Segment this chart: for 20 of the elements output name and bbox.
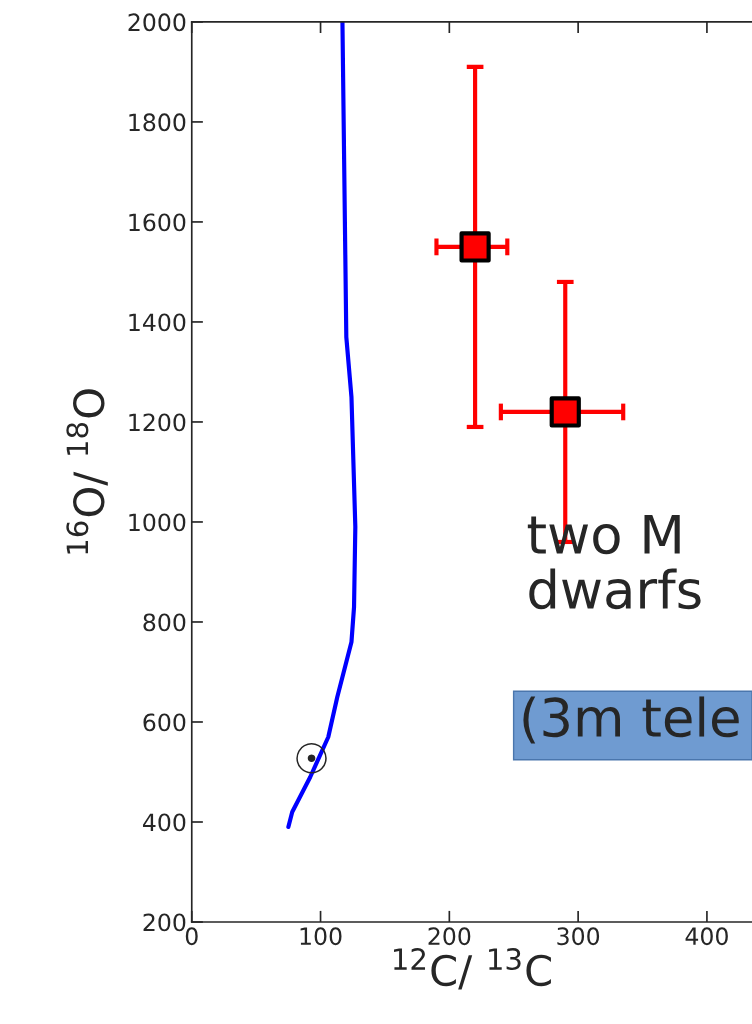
y-tick-label: 800 xyxy=(143,613,186,632)
y-axis-title: $^{16}$O/ $^{18}$O xyxy=(66,389,108,554)
y-tick-label: 1000 xyxy=(129,513,186,532)
y-tick-label: 400 xyxy=(142,813,186,832)
y-tick-label: 2000 xyxy=(128,13,186,32)
x-axis-title: $^{12}$C/ $^{13}$C xyxy=(394,948,551,990)
x-tick-label: 400 xyxy=(685,927,728,946)
y-tick-label: 1800 xyxy=(129,113,186,132)
y-tick-label: 1400 xyxy=(129,313,186,332)
x-tick-label: 200 xyxy=(428,927,471,946)
x-tick-label: 300 xyxy=(557,927,600,946)
annotation: two M dwarfs xyxy=(527,514,701,610)
annotation: (3m tele xyxy=(523,696,739,744)
y-tick-label: 600 xyxy=(143,713,186,732)
x-tick-label: 100 xyxy=(300,927,342,946)
x-tick-label: 0 xyxy=(185,927,198,946)
line-series xyxy=(286,21,358,830)
y-tick-label: 1600 xyxy=(129,213,186,232)
y-tick-label: 200 xyxy=(143,913,186,932)
y-tick-label: 1200 xyxy=(129,413,186,432)
